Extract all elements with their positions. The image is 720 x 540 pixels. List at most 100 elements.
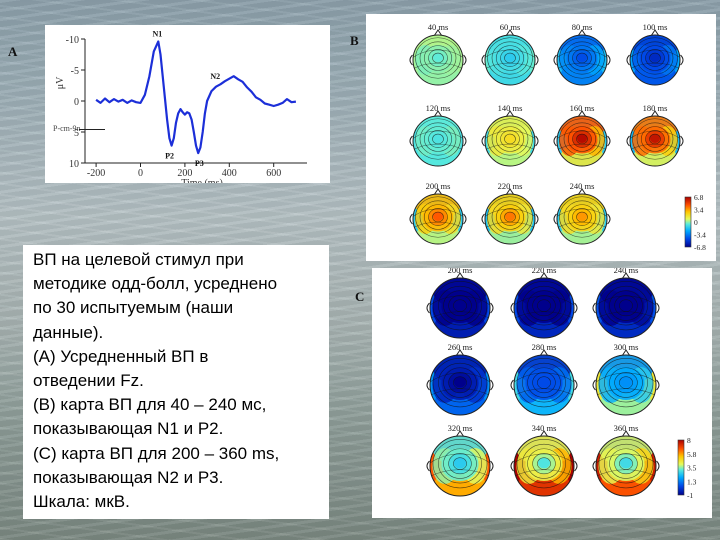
contour-line [495,204,525,230]
ear-right [535,54,539,66]
head-outline [513,277,575,339]
contour-line [487,37,533,79]
y-tick-label: 5 [74,128,79,139]
map-peak [505,134,515,143]
scale-tick-label: 3.4 [694,206,704,215]
contour-line [532,372,556,394]
contour-line [557,208,607,217]
contour-line [630,143,680,151]
contour-line [522,443,566,484]
caption-line: показывающая N1 и P2. [33,419,224,439]
caption-line: (В) карта ВП для 40 – 240 мс, [33,395,267,415]
nose [621,349,631,357]
map-time-label: 200 ms [426,181,451,191]
contour-line [567,126,597,152]
topomap-c0: 200 ms [426,265,494,339]
nose [433,110,443,118]
head-outline [429,277,491,339]
map-time-label: 180 ms [643,103,668,113]
contour-line [514,453,574,464]
x-tick-label: 200 [177,168,192,179]
contour-line [598,439,654,489]
contour-line [487,196,533,238]
contour-line [443,290,477,321]
ear-left [553,213,557,225]
head-outline [513,354,575,416]
contour-line [563,41,601,75]
caption-line: данные). [33,322,104,342]
map-peak [454,457,466,469]
color-scale-bar [677,439,685,496]
contour-line [614,295,638,317]
map-time-label: 220 ms [498,181,523,191]
contour-line [522,285,566,326]
map-peak [577,212,587,221]
map-peak [620,299,632,311]
ear-right [463,135,467,147]
contour-line [596,295,656,306]
contour-line [563,122,601,156]
ear-left [553,54,557,66]
topomap-b6: 160 ms [553,103,611,167]
ear-left [510,379,514,391]
contour-line [413,221,463,229]
contour-line [557,62,607,70]
contour-line [428,49,448,67]
y-tick-label: 10 [69,159,79,170]
contour-line [485,208,535,217]
head-outline [629,115,681,167]
contour-line [430,453,490,464]
head-outline [429,435,491,497]
topomap-b8: 200 ms [409,181,467,245]
contour-line [614,372,638,394]
scale-tick-label: 8 [687,436,691,445]
contour-line [415,37,461,79]
contour-line [632,118,678,160]
contour-line [596,311,656,319]
contour-line [415,196,461,238]
map-time-label: 320 ms [448,423,473,433]
contour-line [596,453,656,464]
ear-right [680,135,684,147]
contour-line [514,372,574,383]
map-time-label: 80 ms [572,22,593,32]
ear-right [463,54,467,66]
ear-right [463,213,467,225]
contour-line [527,367,561,398]
contour-line [419,122,457,156]
contour-line [485,143,535,151]
map-peak [650,134,660,143]
topomap-c1: 220 ms [510,265,578,339]
contour-line [572,130,592,148]
contour-line [430,372,490,383]
x-axis-title: Time (ms) [181,178,223,183]
topomap-b10: 240 ms [553,181,611,245]
caption-box: ВП на целевой стимул при методике одд-бол… [23,245,329,519]
ear-left [481,213,485,225]
topomap-c6: 320 ms [426,423,494,497]
ear-left [426,302,430,314]
peak-label: N2 [210,72,220,81]
map-time-label: 360 ms [614,423,639,433]
caption-line: (С) карта ВП для 200 – 360 ms, [33,443,280,463]
contour-line [448,372,472,394]
contour-line [567,45,597,71]
map-peak [433,212,443,221]
y-axis-title: μV [55,76,66,89]
nose [539,272,549,280]
nose [577,188,587,196]
ear-right [607,54,611,66]
ear-left [409,54,413,66]
contour-line [432,358,488,408]
x-tick-label: 0 [138,168,143,179]
ear-left [510,460,514,472]
nose [433,29,443,37]
caption-line: Шкала: мкВ. [33,492,130,512]
contour-line [432,280,488,331]
map-peak [620,376,632,388]
contour-line [609,367,643,398]
x-tick-label: 600 [266,168,281,179]
ear-left [426,460,430,472]
contour-line [645,49,665,67]
nose [505,29,515,37]
